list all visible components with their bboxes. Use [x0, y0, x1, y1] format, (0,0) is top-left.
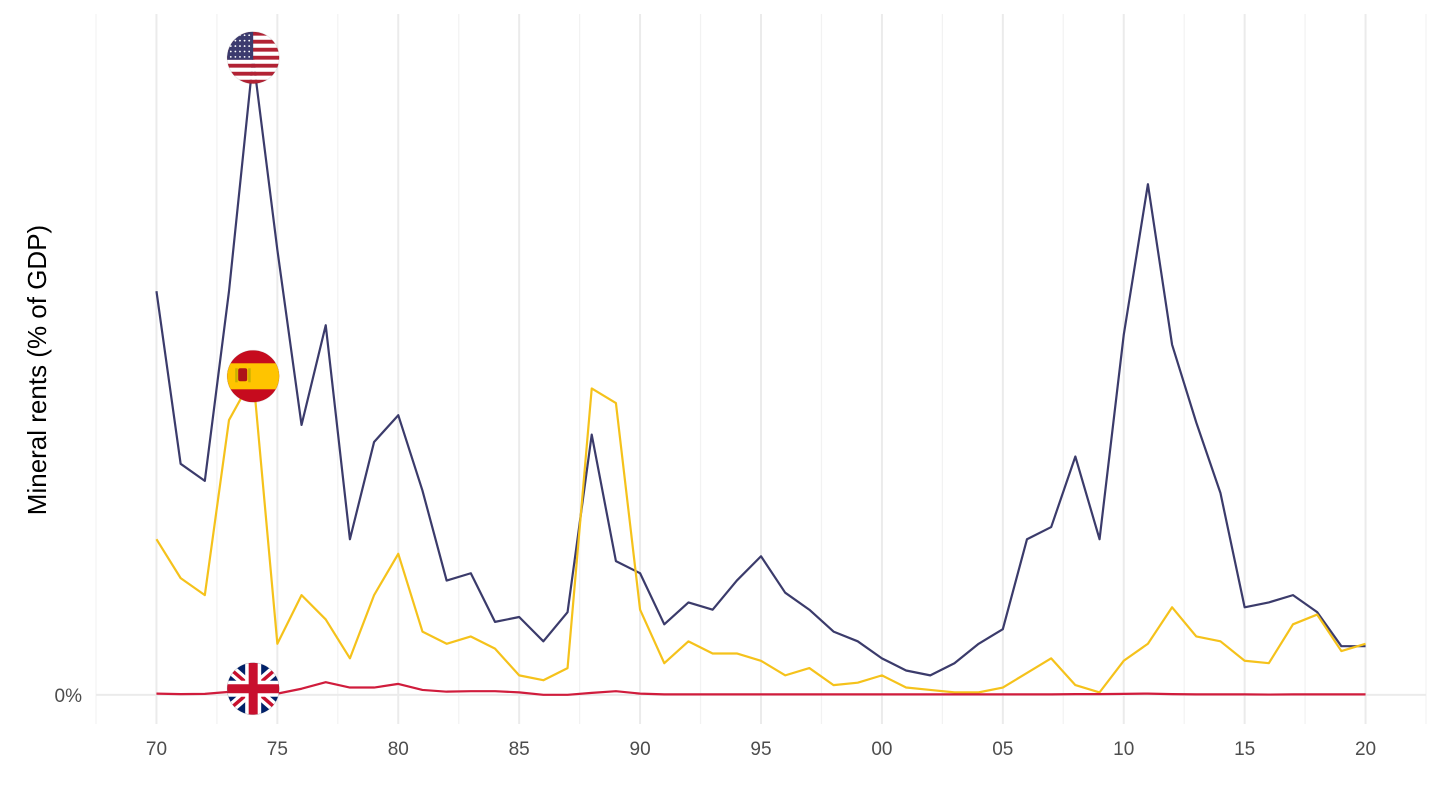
- x-tick-label: 80: [388, 739, 409, 760]
- x-tick-label: 20: [1355, 739, 1376, 760]
- x-tick-label: 10: [1113, 739, 1134, 760]
- x-tick-label: 70: [146, 739, 167, 760]
- x-tick-label: 15: [1234, 739, 1255, 760]
- x-axis-tick-labels: 70 75 80 85 90 95 00 05 10 15 20: [146, 739, 1376, 760]
- x-tick-label: 05: [992, 739, 1013, 760]
- x-tick-label: 75: [267, 739, 288, 760]
- x-tick-label: 95: [750, 739, 771, 760]
- series-line-2: [156, 681, 1366, 696]
- y-axis-tick-labels: 0%: [55, 686, 83, 707]
- series-line-0: [155, 56, 1366, 677]
- uk-flag-icon: [226, 662, 280, 716]
- y-axis-title: Mineral rents (% of GDP): [22, 225, 52, 515]
- series-lines: [155, 56, 1366, 696]
- grid-lines: [95, 14, 1427, 724]
- y-tick-label: 0%: [55, 686, 83, 707]
- x-tick-label: 90: [630, 739, 651, 760]
- flag-markers: [226, 31, 280, 716]
- series-line-1: [155, 375, 1366, 694]
- es-flag-icon: [226, 349, 280, 403]
- x-tick-label: 00: [871, 739, 892, 760]
- us-flag-icon: [226, 31, 280, 85]
- x-tick-label: 85: [509, 739, 530, 760]
